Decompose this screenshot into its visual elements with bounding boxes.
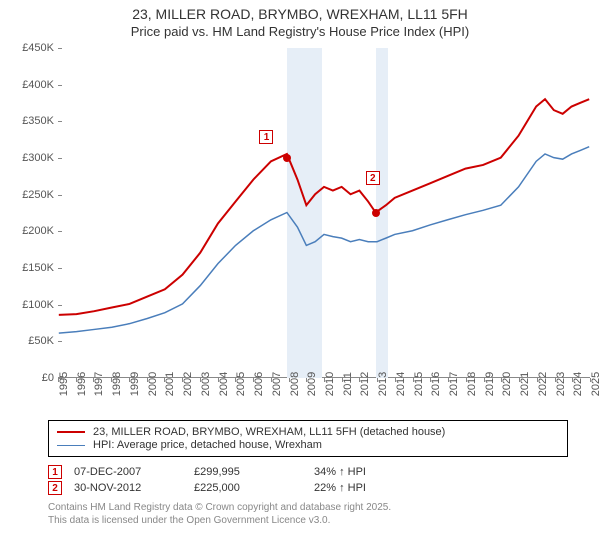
sale-row-marker: 2 [48, 481, 62, 495]
x-tick-label: 2013 [377, 372, 389, 396]
x-tick-label: 1998 [111, 372, 123, 396]
y-tick-label: £400K [10, 79, 54, 91]
x-tick-label: 2012 [359, 372, 371, 396]
x-tick-label: 2002 [182, 372, 194, 396]
y-tick [58, 121, 62, 122]
x-tick-label: 2017 [448, 372, 460, 396]
license-text: Contains HM Land Registry data © Crown c… [48, 501, 568, 527]
x-tick-label: 2003 [200, 372, 212, 396]
x-tick-label: 1999 [129, 372, 141, 396]
y-tick [58, 195, 62, 196]
series-hpi [59, 147, 589, 333]
y-tick-label: £150K [10, 262, 54, 274]
legend-row: HPI: Average price, detached house, Wrex… [57, 439, 559, 451]
sale-row: 2 30-NOV-2012£225,00022% ↑ HPI [48, 481, 568, 495]
x-tick-label: 2008 [289, 372, 301, 396]
x-tick-label: 2025 [590, 372, 600, 396]
x-tick-label: 2011 [342, 372, 354, 396]
legend-swatch [57, 431, 85, 433]
y-tick [58, 341, 62, 342]
x-tick-label: 2019 [484, 372, 496, 396]
y-tick-label: £200K [10, 225, 54, 237]
sale-delta: 22% ↑ HPI [314, 482, 434, 494]
legend-label: 23, MILLER ROAD, BRYMBO, WREXHAM, LL11 5… [93, 426, 445, 438]
plot-area: 12 [58, 48, 590, 378]
x-tick-label: 2014 [395, 372, 407, 396]
line-svg [58, 48, 590, 377]
legend-swatch [57, 445, 85, 446]
x-tick-label: 2007 [271, 372, 283, 396]
y-tick [58, 85, 62, 86]
y-tick-label: £350K [10, 115, 54, 127]
x-tick-label: 2015 [413, 372, 425, 396]
x-tick-label: 2004 [218, 372, 230, 396]
legend: 23, MILLER ROAD, BRYMBO, WREXHAM, LL11 5… [48, 420, 568, 457]
x-tick-label: 2021 [519, 372, 531, 396]
x-tick-label: 2018 [466, 372, 478, 396]
x-tick-label: 2005 [235, 372, 247, 396]
y-tick-label: £100K [10, 299, 54, 311]
x-tick-label: 2010 [324, 372, 336, 396]
sale-delta: 34% ↑ HPI [314, 466, 434, 478]
x-tick-label: 2024 [572, 372, 584, 396]
series-property [59, 99, 589, 315]
y-tick [58, 48, 62, 49]
x-tick-label: 1995 [58, 372, 70, 396]
x-tick-label: 2006 [253, 372, 265, 396]
sale-price: £225,000 [194, 482, 314, 494]
x-tick-label: 1997 [93, 372, 105, 396]
footer: 23, MILLER ROAD, BRYMBO, WREXHAM, LL11 5… [48, 420, 568, 527]
title-main: 23, MILLER ROAD, BRYMBO, WREXHAM, LL11 5… [0, 6, 600, 22]
sale-marker: 2 [366, 171, 380, 185]
y-tick [58, 268, 62, 269]
x-tick-label: 2016 [430, 372, 442, 396]
y-tick [58, 231, 62, 232]
legend-label: HPI: Average price, detached house, Wrex… [93, 439, 322, 451]
x-tick-label: 2001 [164, 372, 176, 396]
x-tick-label: 1996 [76, 372, 88, 396]
sale-marker: 1 [259, 130, 273, 144]
titles: 23, MILLER ROAD, BRYMBO, WREXHAM, LL11 5… [0, 0, 600, 39]
x-tick-label: 2020 [501, 372, 513, 396]
sale-row: 1 07-DEC-2007£299,99534% ↑ HPI [48, 465, 568, 479]
sales-table: 1 07-DEC-2007£299,99534% ↑ HPI 2 30-NOV-201… [48, 465, 568, 495]
x-tick-label: 2022 [537, 372, 549, 396]
license-line-1: Contains HM Land Registry data © Crown c… [48, 501, 568, 514]
sale-date: 07-DEC-2007 [74, 466, 194, 478]
sale-dot [372, 209, 380, 217]
sale-dot [283, 154, 291, 162]
sale-price: £299,995 [194, 466, 314, 478]
y-tick-label: £250K [10, 189, 54, 201]
license-line-2: This data is licensed under the Open Gov… [48, 514, 568, 527]
sale-date: 30-NOV-2012 [74, 482, 194, 494]
chart-container: 23, MILLER ROAD, BRYMBO, WREXHAM, LL11 5… [0, 0, 600, 560]
sale-row-marker: 1 [48, 465, 62, 479]
title-sub: Price paid vs. HM Land Registry's House … [0, 24, 600, 39]
y-tick-label: £300K [10, 152, 54, 164]
chart: 12 £0£50K£100K£150K£200K£250K£300K£350K£… [10, 48, 590, 408]
x-tick-label: 2009 [306, 372, 318, 396]
y-tick [58, 158, 62, 159]
y-tick-label: £0 [10, 372, 54, 384]
y-tick-label: £450K [10, 42, 54, 54]
x-tick-label: 2023 [555, 372, 567, 396]
x-tick-label: 2000 [147, 372, 159, 396]
y-tick-label: £50K [10, 335, 54, 347]
legend-row: 23, MILLER ROAD, BRYMBO, WREXHAM, LL11 5… [57, 426, 559, 438]
y-tick [58, 305, 62, 306]
